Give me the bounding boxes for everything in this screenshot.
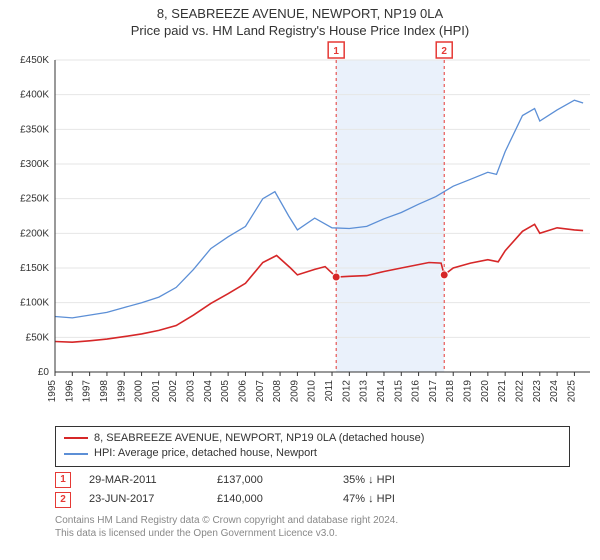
svg-text:2002: 2002 (168, 379, 179, 402)
sale-gap: 47% ↓ HPI (325, 490, 395, 510)
footnote-line1: Contains HM Land Registry data © Crown c… (55, 514, 570, 527)
legend-label: HPI: Average price, detached house, Newp… (94, 446, 317, 461)
svg-text:2015: 2015 (393, 379, 404, 402)
svg-text:2004: 2004 (203, 379, 214, 402)
svg-text:2000: 2000 (134, 379, 145, 402)
svg-text:2: 2 (441, 46, 447, 57)
title-line2: Price paid vs. HM Land Registry's House … (0, 23, 600, 40)
svg-text:2021: 2021 (497, 379, 508, 402)
chart-area: £0 £50K £100K £150K £200K £250K £300K £350K £400… (0, 40, 600, 420)
sale-marker: 2 (55, 492, 71, 508)
svg-text:2019: 2019 (463, 379, 474, 402)
svg-text:2020: 2020 (480, 379, 491, 402)
svg-text:2008: 2008 (272, 379, 283, 402)
svg-text:1997: 1997 (82, 379, 93, 402)
svg-text:£50K: £50K (26, 332, 50, 343)
svg-text:£150K: £150K (20, 263, 49, 274)
svg-text:1996: 1996 (64, 379, 75, 402)
line-chart: £0 £50K £100K £150K £200K £250K £300K £350K £400… (0, 40, 600, 420)
svg-text:2005: 2005 (220, 379, 231, 402)
svg-text:2011: 2011 (324, 379, 335, 401)
legend-swatch (64, 437, 88, 439)
svg-text:2016: 2016 (411, 379, 422, 402)
svg-text:£250K: £250K (20, 193, 49, 204)
svg-text:1998: 1998 (99, 379, 110, 402)
legend-row: 8, SEABREEZE AVENUE, NEWPORT, NP19 0LA (… (64, 431, 561, 446)
legend: 8, SEABREEZE AVENUE, NEWPORT, NP19 0LA (… (55, 426, 570, 467)
svg-text:£400K: £400K (20, 89, 49, 100)
svg-text:2013: 2013 (359, 379, 370, 402)
footnote-line2: This data is licensed under the Open Gov… (55, 527, 570, 540)
legend-label: 8, SEABREEZE AVENUE, NEWPORT, NP19 0LA (… (94, 431, 424, 446)
sale-gap: 35% ↓ HPI (325, 471, 395, 491)
svg-text:£450K: £450K (20, 55, 49, 66)
svg-text:2023: 2023 (532, 379, 543, 402)
sales-table: 1 29-MAR-2011 £137,000 35% ↓ HPI 2 23-JU… (55, 471, 570, 511)
sale-price: £140,000 (217, 490, 307, 510)
chart-title: 8, SEABREEZE AVENUE, NEWPORT, NP19 0LA P… (0, 0, 600, 40)
svg-text:2009: 2009 (289, 379, 300, 402)
legend-swatch (64, 453, 88, 455)
svg-text:2024: 2024 (549, 379, 560, 402)
svg-text:2001: 2001 (151, 379, 162, 402)
svg-text:2014: 2014 (376, 379, 387, 402)
sale-date: 29-MAR-2011 (89, 471, 199, 491)
svg-text:£0: £0 (38, 367, 50, 378)
svg-text:2006: 2006 (237, 379, 248, 402)
svg-text:1995: 1995 (47, 379, 58, 402)
title-line1: 8, SEABREEZE AVENUE, NEWPORT, NP19 0LA (0, 6, 600, 23)
sales-row: 1 29-MAR-2011 £137,000 35% ↓ HPI (55, 471, 570, 491)
sales-row: 2 23-JUN-2017 £140,000 47% ↓ HPI (55, 490, 570, 510)
svg-text:1999: 1999 (116, 379, 127, 402)
sale-marker: 1 (55, 472, 71, 488)
sale-date: 23-JUN-2017 (89, 490, 199, 510)
svg-text:£100K: £100K (20, 297, 49, 308)
svg-text:2012: 2012 (341, 379, 352, 402)
svg-text:£350K: £350K (20, 124, 49, 135)
svg-text:2003: 2003 (186, 379, 197, 402)
svg-text:2022: 2022 (514, 379, 525, 402)
footnote: Contains HM Land Registry data © Crown c… (55, 514, 570, 540)
svg-text:£300K: £300K (20, 159, 49, 170)
svg-text:2010: 2010 (307, 379, 318, 402)
svg-text:2007: 2007 (255, 379, 266, 402)
sale-price: £137,000 (217, 471, 307, 491)
svg-text:£200K: £200K (20, 228, 49, 239)
legend-row: HPI: Average price, detached house, Newp… (64, 446, 561, 461)
svg-text:1: 1 (333, 46, 339, 57)
svg-text:2025: 2025 (566, 379, 577, 402)
svg-text:2017: 2017 (428, 379, 439, 402)
svg-text:2018: 2018 (445, 379, 456, 402)
